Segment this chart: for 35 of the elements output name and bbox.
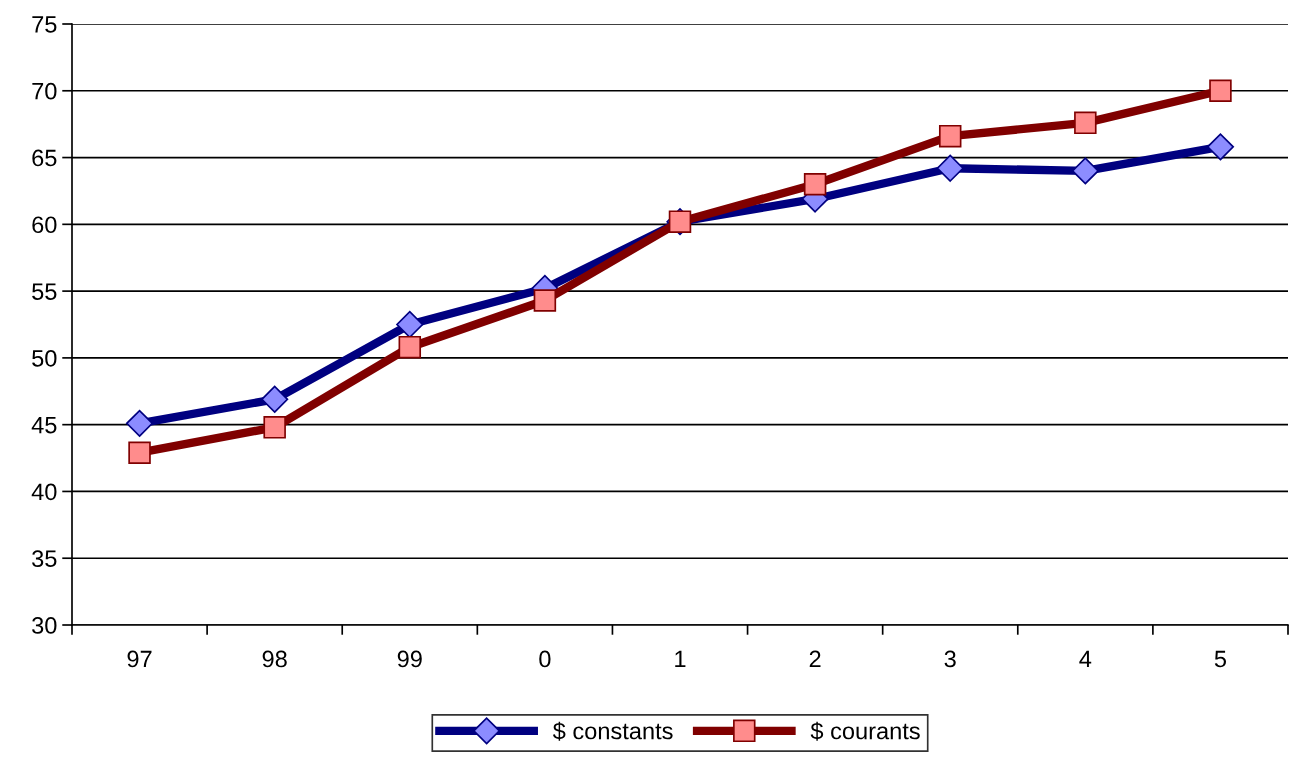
x-tick-label: 5 bbox=[1214, 650, 1227, 668]
point bbox=[398, 335, 422, 359]
x-tick-label: 2 bbox=[809, 650, 821, 668]
x-tick-label: 97 bbox=[127, 650, 152, 668]
x-tick-label: 99 bbox=[397, 650, 422, 668]
y-tick-label: 65 bbox=[32, 149, 57, 167]
point bbox=[1206, 133, 1235, 161]
y-tick-label: 45 bbox=[31, 416, 57, 434]
x-tick-label: 3 bbox=[944, 650, 956, 668]
y-tick-label: 30 bbox=[32, 617, 57, 634]
point bbox=[1074, 111, 1097, 135]
x-tick-label: 1 bbox=[675, 650, 686, 668]
x-tick-label: 4 bbox=[1079, 650, 1092, 668]
legend-label: $ courants bbox=[810, 721, 920, 741]
point bbox=[263, 416, 286, 439]
point bbox=[938, 124, 962, 148]
point bbox=[936, 154, 964, 182]
y-tick-label: 55 bbox=[32, 283, 57, 300]
x-tick-label: 0 bbox=[539, 650, 551, 668]
point bbox=[533, 289, 557, 312]
y-tick-label: 40 bbox=[31, 483, 57, 501]
y-tick-label: 60 bbox=[32, 216, 57, 234]
y-tick-label: 50 bbox=[32, 349, 57, 367]
point bbox=[128, 441, 151, 464]
point bbox=[1071, 157, 1099, 185]
point bbox=[261, 385, 289, 413]
point bbox=[803, 173, 827, 196]
y-tick-label: 75 bbox=[32, 16, 57, 33]
y-tick-label: 70 bbox=[32, 82, 57, 100]
point bbox=[396, 310, 424, 339]
point bbox=[125, 409, 154, 437]
x-tick-label: 98 bbox=[262, 650, 287, 668]
legend-label: $ constants bbox=[552, 721, 673, 741]
point bbox=[1209, 79, 1232, 103]
y-tick-label: 35 bbox=[32, 550, 57, 568]
